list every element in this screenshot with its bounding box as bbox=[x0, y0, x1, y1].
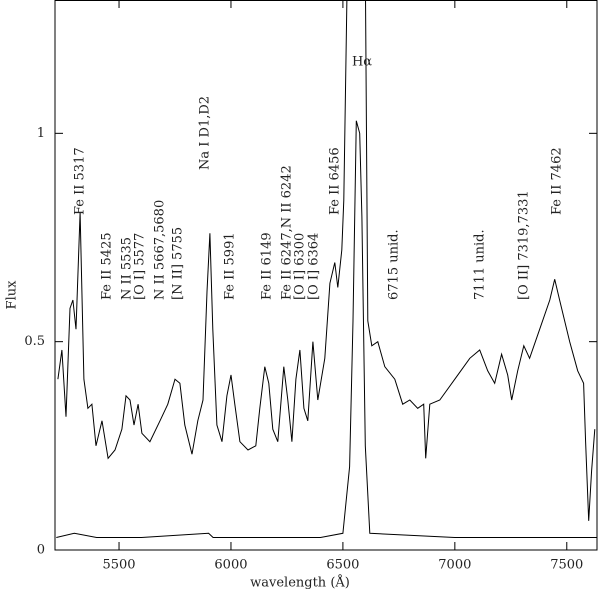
plot-area bbox=[56, 0, 597, 538]
x-tick-label: 6500 bbox=[326, 558, 359, 573]
line-annotation: [O II] 7319,7331 bbox=[517, 190, 532, 300]
line-annotation: Fe II 6456 bbox=[328, 147, 343, 215]
line-annotation: Na I D1,D2 bbox=[198, 96, 213, 170]
line-annotation: [O I] 6364 bbox=[307, 233, 322, 300]
line-annotation: Hα bbox=[352, 55, 372, 70]
x-tick-label: 7500 bbox=[550, 558, 583, 573]
line-annotation: Fe II 5317 bbox=[73, 147, 88, 215]
line-annotation: Fe II 7462 bbox=[550, 147, 565, 215]
line-annotation: N II 5667,5680 bbox=[153, 200, 168, 300]
line-annotation: Fe II 6149 bbox=[260, 232, 275, 300]
spectrum-line bbox=[57, 0, 596, 521]
x-tick-label: 7000 bbox=[438, 558, 471, 573]
line-annotation: [O I] 6300 bbox=[293, 233, 308, 300]
x-tick-label: 6000 bbox=[214, 558, 247, 573]
plot-frame bbox=[54, 0, 598, 551]
line-annotation: 6715 unid. bbox=[387, 229, 402, 300]
line-annotation: [O I] 5577 bbox=[133, 233, 148, 300]
y-tick-label: 0 bbox=[37, 543, 45, 558]
line-annotation: N II 5535 bbox=[120, 237, 135, 300]
y-tick-label: 0.5 bbox=[24, 334, 45, 349]
spectrum-line bbox=[56, 120, 597, 538]
x-axis-label: wavelength (Å) bbox=[250, 575, 350, 591]
line-annotation: Fe II 5425 bbox=[100, 232, 115, 300]
line-annotation: [N II] 5755 bbox=[171, 227, 186, 300]
line-annotation: Fe II 6247,N II 6242 bbox=[280, 165, 295, 300]
y-axis-label: Flux bbox=[5, 280, 20, 310]
x-tick-label: 5500 bbox=[102, 558, 135, 573]
y-tick-label: 1 bbox=[37, 126, 45, 141]
line-annotation: Fe II 5991 bbox=[223, 232, 238, 300]
line-annotation: 7111 unid. bbox=[473, 229, 488, 300]
